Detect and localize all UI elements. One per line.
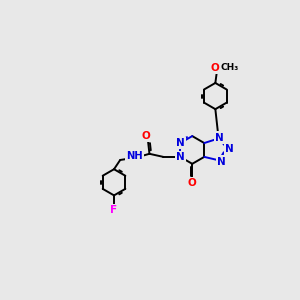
Text: O: O (210, 63, 219, 73)
Text: N: N (176, 152, 184, 162)
Text: O: O (188, 178, 197, 188)
Text: N: N (215, 133, 224, 143)
Text: CH₃: CH₃ (221, 63, 239, 72)
Text: N: N (225, 144, 234, 154)
Text: O: O (141, 131, 150, 141)
Text: NH: NH (127, 151, 143, 161)
Text: F: F (110, 205, 118, 215)
Text: N: N (217, 157, 226, 166)
Text: N: N (176, 138, 184, 148)
